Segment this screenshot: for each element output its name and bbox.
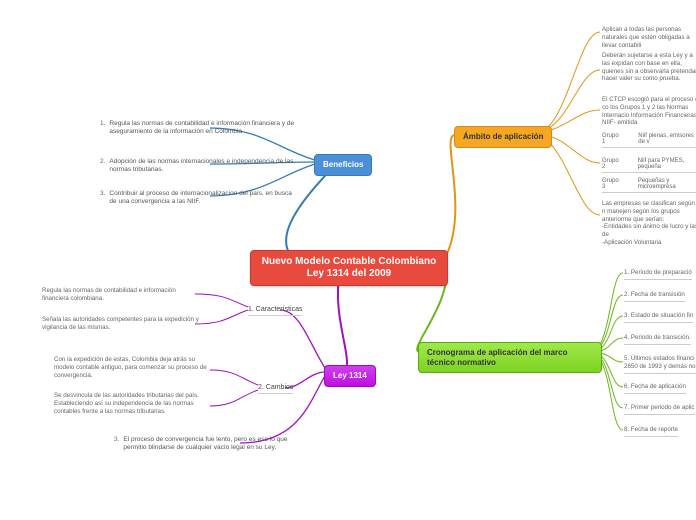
beneficios-item-2: 2. Adopción de las normas internacionale…	[100, 158, 300, 174]
cronograma-item-4: 4. Periodo de transición.	[624, 334, 691, 345]
grupo-desc: Niif plenas, emisores de v	[638, 133, 696, 145]
cronograma-item-3: 3. Estado de situación fin	[624, 312, 693, 323]
cronograma-node[interactable]: Cronograma de aplicación del marco técni…	[418, 342, 602, 373]
grupo-name: Grupo 2	[602, 158, 620, 170]
root-node[interactable]: Nuevo Modelo Contable Colombiano Ley 131…	[250, 250, 448, 286]
cronograma-label: Cronograma de aplicación del marco técni…	[427, 348, 567, 367]
grupo-desc: Pequeñas y microempresa	[638, 178, 696, 190]
caracteristicas-label: 1. Características	[248, 306, 302, 316]
ambito-p2: Deberán sujetarse a esta Ley y a las exp…	[602, 52, 696, 83]
ley1314-label: Ley 1314	[333, 371, 367, 380]
item-text: Contribuir al proceso de internacionaliz…	[109, 190, 300, 206]
item-text: Adopción de las normas internacionales e…	[109, 158, 300, 174]
grupo-row-2: Grupo 2 Niif para PYMES, pequeña	[602, 158, 696, 173]
beneficios-label: Beneficios	[323, 160, 363, 169]
beneficios-node[interactable]: Beneficios	[314, 154, 372, 176]
cronograma-item-5: 5. Últimos estados financi 2650 de 1993 …	[624, 355, 696, 374]
ambito-p4: Las empresas se clasifican según la n ma…	[602, 200, 696, 247]
cronograma-item-1: 1. Periodo de preparació	[624, 269, 692, 280]
cambios-item-2: Se desvincula de las autoridades tributa…	[54, 392, 216, 415]
ambito-label: Ámbito de aplicación	[463, 132, 543, 141]
root-line2: Ley 1314 del 2009	[259, 268, 439, 280]
cronograma-item-7: 7. Primer periodo de aplic	[624, 404, 695, 415]
ambito-node[interactable]: Ámbito de aplicación	[454, 126, 552, 148]
caract-item-1: Regula las normas de contabilidad e info…	[42, 287, 202, 303]
item-text: El proceso de convergencia fue lento, pe…	[123, 436, 294, 452]
ley1314-node[interactable]: Ley 1314	[324, 365, 376, 387]
beneficios-item-1: 1. Regula las normas de contabilidad e i…	[100, 120, 300, 136]
grupo-desc: Niif para PYMES, pequeña	[638, 158, 696, 170]
cronograma-item-2: 2. Fecha de transisión	[624, 291, 685, 302]
item-number: 3.	[100, 190, 105, 198]
grupo-row-3: Grupo 3 Pequeñas y microempresa	[602, 178, 696, 193]
item-number: 3.	[114, 436, 119, 444]
grupo-name: Grupo 1	[602, 133, 620, 145]
item-number: 2.	[100, 158, 105, 166]
grupo-name: Grupo 3	[602, 178, 620, 190]
item-text: Regula las normas de contabilidad e info…	[109, 120, 300, 136]
ley1314-item-3: 3. El proceso de convergencia fue lento,…	[114, 436, 294, 452]
cambios-label: 2. Cambios	[258, 384, 293, 394]
item-number: 1.	[100, 120, 105, 128]
grupo-row-1: Grupo 1 Niif plenas, emisores de v	[602, 133, 696, 148]
cronograma-item-8: 8. Fecha de reporte	[624, 426, 678, 437]
ambito-p1: Aplican a todas las personas naturales q…	[602, 26, 696, 49]
caract-item-2: Señala las autoridades competentes para …	[42, 316, 202, 332]
cronograma-item-6: 6. Fecha de aplicación	[624, 383, 686, 394]
ambito-p3: El CTCP escogió para el proceso de co lo…	[602, 96, 696, 127]
cambios-item-1: Con la expedición de estas, Colombia dej…	[54, 356, 216, 379]
beneficios-item-3: 3. Contribuir al proceso de internaciona…	[100, 190, 300, 206]
root-line1: Nuevo Modelo Contable Colombiano	[259, 256, 439, 268]
